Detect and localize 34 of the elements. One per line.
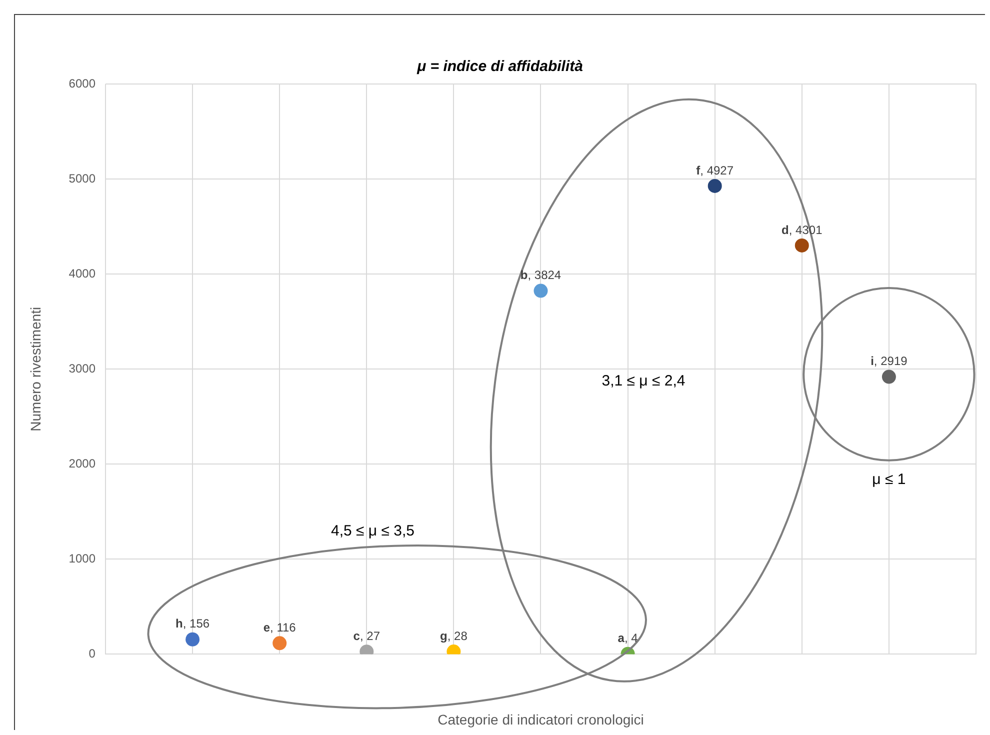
data-label: , 3824 [528, 268, 562, 282]
point [882, 370, 896, 384]
point [794, 238, 809, 252]
data-label: , 4927 [700, 163, 734, 178]
data-label: , 28 [447, 628, 468, 643]
series-label: d [782, 222, 789, 237]
y-tick-label: 1000 [68, 551, 96, 566]
annotation: μ ≤ 1 [872, 470, 906, 488]
chart-title: μ = indice di affidabilità [416, 58, 583, 76]
y-tick-label: 3000 [68, 361, 96, 376]
point [534, 284, 548, 298]
data-label: , 156 [182, 616, 210, 631]
series-label: h [176, 616, 183, 631]
series-label: f [696, 163, 702, 178]
y-tick-label: 5000 [68, 171, 96, 186]
series-label: a [618, 631, 625, 646]
point [708, 178, 722, 193]
series-label: g [440, 628, 448, 643]
data-label: , 4 [624, 631, 638, 646]
data-label: , 27 [360, 628, 380, 643]
y-axis-title: Numero rivestimenti [27, 306, 44, 432]
annotation: 4,5 ≤ μ ≤ 3,5 [331, 522, 414, 540]
series-label: c [353, 628, 360, 643]
x-axis-title: Categorie di indicatori cronologici [438, 711, 644, 728]
y-tick-label: 0 [88, 646, 96, 661]
data-label: , 2919 [874, 354, 908, 368]
series-label: b [520, 268, 528, 282]
annotation: 3,1 ≤ μ ≤ 2,4 [602, 372, 686, 390]
data-label: , 116 [270, 620, 296, 634]
series-label: i [870, 354, 874, 368]
y-tick-label: 4000 [68, 266, 96, 280]
series-label: e [263, 620, 270, 634]
y-tick-label: 2000 [68, 456, 96, 470]
y-tick-label: 6000 [68, 76, 96, 90]
